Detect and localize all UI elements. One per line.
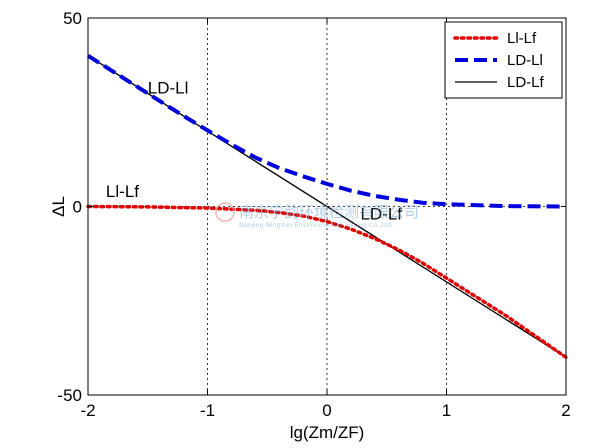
- legend: Ll-Lf LD-Ll LD-Lf: [444, 21, 563, 99]
- series-line-ld-lf: [87, 55, 567, 358]
- annotations: LD-Ll Ll-Lf LD-Lf: [106, 78, 402, 223]
- ticks: -2 -1 0 1 2 50 0 -50: [57, 9, 570, 420]
- y-tick-label: 50: [63, 9, 82, 28]
- x-tick-label: 2: [561, 401, 570, 420]
- watermark-main-text: 南京宁韵环境检测有限公司: [239, 203, 419, 221]
- x-tick-label: 0: [322, 401, 331, 420]
- legend-label-ll-lf: Ll-Lf: [507, 30, 537, 47]
- y-tick-label: -50: [57, 386, 82, 405]
- y-tick-label: 0: [73, 198, 82, 217]
- legend-label-ld-ll: LD-Ll: [507, 52, 543, 69]
- legend-label-ld-lf: LD-Lf: [507, 74, 545, 91]
- x-tick-label: -1: [200, 401, 215, 420]
- x-tick-label: -2: [80, 401, 95, 420]
- annotation-ld-lf: LD-Lf: [360, 205, 402, 224]
- annotation-ll-lf: Ll-Lf: [106, 182, 139, 201]
- x-axis-label: lg(Zm/ZF): [290, 423, 365, 442]
- series-line-ll-lf: [86, 204, 568, 360]
- y-axis-label: ΔL: [49, 196, 68, 217]
- x-tick-label: 1: [442, 401, 451, 420]
- watermark-logo-icon: [214, 202, 235, 223]
- watermark-sub-text: Nanjing NingYun Environmental Testing Co…: [239, 221, 391, 229]
- series-lines: [86, 54, 568, 360]
- annotation-ld-ll: LD-Ll: [148, 78, 189, 97]
- series-line-ld-ll: [86, 54, 567, 209]
